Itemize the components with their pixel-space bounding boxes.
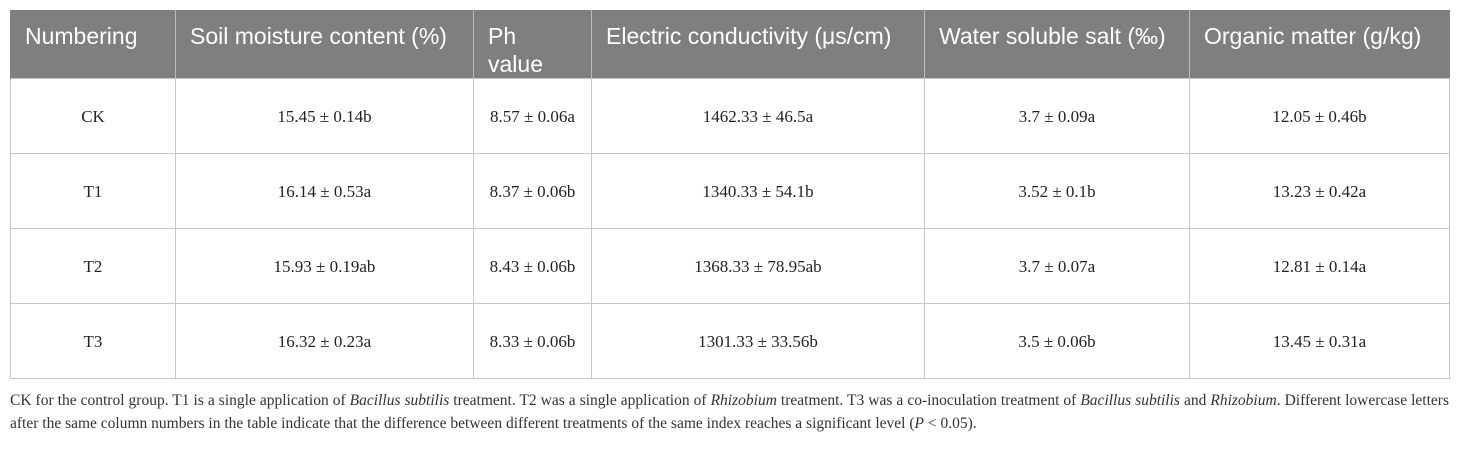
table-row: CK 15.45 ± 0.14b 8.57 ± 0.06a 1462.33 ± 46.… (10, 78, 1450, 154)
italic-text: Bacillus subtilis (349, 392, 450, 409)
table-cell: 13.23 ± 0.42a (1189, 153, 1450, 229)
italic-text: Rhizobium (1210, 392, 1277, 409)
table-cell: T2 (10, 228, 176, 304)
table-container: Numbering Soil moisture content (%) Ph val… (10, 10, 1450, 435)
table-cell: 12.81 ± 0.14a (1189, 228, 1450, 304)
table-cell: 13.45 ± 0.31a (1189, 303, 1450, 379)
header-cell: Numbering (10, 10, 176, 79)
table-cell: 8.57 ± 0.06a (473, 78, 592, 154)
table-cell: 15.93 ± 0.19ab (175, 228, 474, 304)
table: Numbering Soil moisture content (%) Ph val… (10, 10, 1450, 379)
table-cell: T3 (10, 303, 176, 379)
table-cell: T1 (10, 153, 176, 229)
italic-text: P (914, 415, 924, 432)
table-cell: 8.43 ± 0.06b (473, 228, 592, 304)
text: treatment. T2 was a single application o… (449, 392, 711, 409)
text: treatment. T3 was a co-inoculation treat… (776, 392, 1081, 409)
table-cell: 3.7 ± 0.09a (924, 78, 1190, 154)
header-cell: Organic matter (g/kg) (1189, 10, 1450, 79)
table-row: T3 16.32 ± 0.23a 8.33 ± 0.06b 1301.33 ± 33.… (10, 303, 1450, 379)
table-cell: 1462.33 ± 46.5a (591, 78, 925, 154)
header-row: Numbering Soil moisture content (%) Ph val… (10, 10, 1450, 79)
table-cell: 16.32 ± 0.23a (175, 303, 474, 379)
table-cell: 3.7 ± 0.07a (924, 228, 1190, 304)
text: CK for the control group. T1 is a single… (10, 392, 350, 409)
italic-text: Rhizobium (710, 392, 777, 409)
table-cell: 3.52 ± 0.1b (924, 153, 1190, 229)
text: and (1179, 392, 1211, 409)
footnote: CK for the control group. T1 is a single… (10, 389, 1449, 435)
header-cell: Electric conductivity (μs/cm) (591, 10, 925, 79)
table-cell: CK (10, 78, 176, 154)
table-cell: 8.33 ± 0.06b (473, 303, 592, 379)
table-body: CK 15.45 ± 0.14b 8.57 ± 0.06a 1462.33 ± 46.… (10, 78, 1450, 379)
italic-text: Bacillus subtilis (1080, 392, 1180, 409)
table-cell: 1368.33 ± 78.95ab (591, 228, 925, 304)
table-cell: 3.5 ± 0.06b (924, 303, 1190, 379)
table-cell: 1340.33 ± 54.1b (591, 153, 925, 229)
text: < 0.05). (923, 415, 977, 432)
text: . Different lowercase letters after the … (10, 392, 1449, 432)
table-cell: 16.14 ± 0.53a (175, 153, 474, 229)
table-cell: 12.05 ± 0.46b (1189, 78, 1450, 154)
header-cell: Soil moisture content (%) (175, 10, 474, 79)
table-cell: 1301.33 ± 33.56b (591, 303, 925, 379)
table-cell: 8.37 ± 0.06b (473, 153, 592, 229)
table-row: T2 15.93 ± 0.19ab 8.43 ± 0.06b 1368.33 ± 78… (10, 228, 1450, 304)
header-cell: Ph value (473, 10, 592, 79)
table-row: T1 16.14 ± 0.53a 8.37 ± 0.06b 1340.33 ± 54.… (10, 153, 1450, 229)
table-cell: 15.45 ± 0.14b (175, 78, 474, 154)
header-cell: Water soluble salt (‰) (924, 10, 1190, 79)
